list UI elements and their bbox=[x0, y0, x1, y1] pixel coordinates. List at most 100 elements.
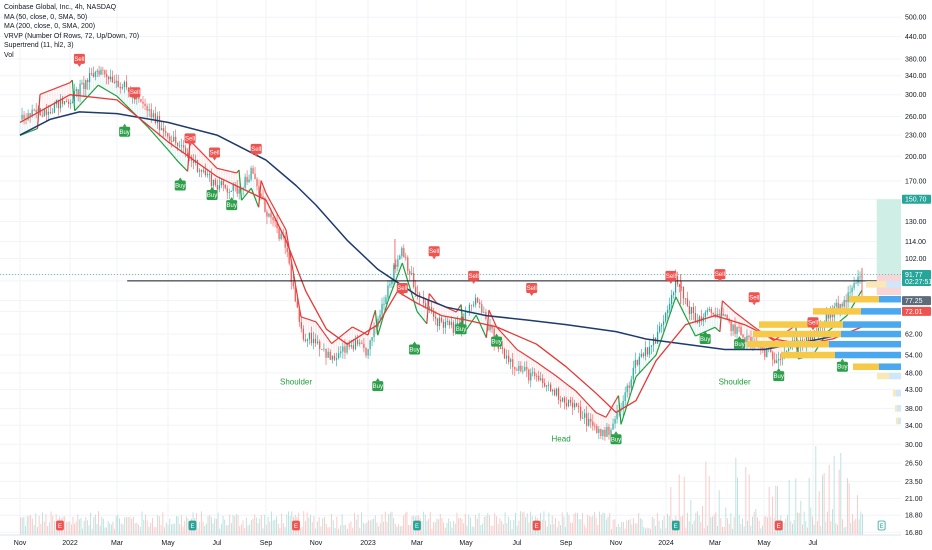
buy-signal[interactable]: Buy bbox=[409, 341, 421, 355]
earnings-marker[interactable] bbox=[671, 520, 680, 531]
volume-bar bbox=[600, 514, 602, 535]
candle-body bbox=[113, 82, 115, 84]
indicator-vrvp[interactable]: VRVP (Number Of Rows, 72, Up/Down, 70) bbox=[4, 32, 140, 40]
candle-body bbox=[208, 174, 211, 175]
supertrend-segment bbox=[258, 180, 262, 208]
volume-bar bbox=[489, 515, 490, 535]
volume-bar bbox=[835, 523, 837, 535]
buy-signal[interactable]: Buy bbox=[699, 331, 711, 345]
pattern-annotation[interactable]: Shoulder bbox=[280, 377, 312, 386]
supertrend-segment bbox=[331, 341, 335, 345]
earnings-marker[interactable] bbox=[774, 520, 783, 531]
sell-signal[interactable]: Sell bbox=[807, 317, 819, 331]
volume-bar bbox=[717, 526, 718, 535]
candle-body bbox=[642, 353, 644, 357]
volume-bar bbox=[757, 517, 758, 535]
earnings-marker[interactable] bbox=[188, 520, 197, 531]
earnings-marker-label: E bbox=[190, 524, 194, 530]
sell-signal[interactable]: Sell bbox=[665, 270, 677, 284]
volume-bar bbox=[707, 525, 708, 535]
supertrend-segment bbox=[709, 327, 713, 331]
time-axis[interactable]: Nov 2022 Mar May Jul Sep Nov 2023 Mar May Jul Sep No… bbox=[0, 534, 901, 550]
pattern-annotation[interactable]: Head bbox=[552, 435, 571, 444]
sell-signal[interactable]: Sell bbox=[209, 147, 221, 161]
volume-bar bbox=[91, 528, 93, 535]
sell-signal[interactable]: Sell bbox=[468, 270, 480, 284]
volume-bar bbox=[308, 517, 310, 535]
ma50-line[interactable] bbox=[19, 94, 863, 414]
earnings-marker[interactable] bbox=[532, 520, 541, 531]
volume-bar bbox=[162, 512, 164, 535]
price-axis[interactable]: 500.00 440.00 380.00 340.00 300.00 260.00 230.… bbox=[901, 0, 932, 550]
buy-signal[interactable]: Buy bbox=[734, 336, 745, 350]
earnings-marker[interactable] bbox=[413, 520, 421, 531]
supertrend-segment bbox=[157, 137, 161, 142]
supertrend-segment bbox=[83, 97, 87, 101]
candle-body bbox=[266, 211, 268, 217]
buy-signal[interactable]: Buy bbox=[773, 368, 785, 382]
sell-signal[interactable]: Sell bbox=[396, 282, 408, 296]
volume-bar bbox=[207, 516, 209, 535]
sell-signal[interactable]: Sell bbox=[73, 53, 85, 67]
supertrend-segment bbox=[480, 326, 485, 333]
candle-body bbox=[567, 399, 570, 407]
indicator-supertrend[interactable]: Supertrend (11, hl2, 3) bbox=[4, 42, 74, 49]
volume-bar bbox=[446, 523, 448, 535]
supertrend-segment bbox=[57, 86, 61, 89]
buy-signal[interactable]: Buy bbox=[119, 123, 131, 137]
volume-bar bbox=[139, 526, 141, 535]
candle-body bbox=[555, 388, 558, 396]
sell-signal[interactable]: Sell bbox=[129, 87, 141, 101]
candle-body bbox=[146, 106, 148, 111]
volume-bar bbox=[85, 517, 87, 535]
candle-body bbox=[228, 191, 230, 193]
price-label-text: 72.01 bbox=[905, 309, 923, 316]
buy-signal[interactable]: Buy bbox=[491, 333, 503, 347]
sell-signal[interactable]: Sell bbox=[748, 292, 760, 306]
buy-signal[interactable]: Buy bbox=[610, 431, 622, 445]
supertrend-segment bbox=[543, 366, 547, 370]
sell-signal[interactable]: Sell bbox=[526, 282, 538, 296]
buy-signal[interactable]: Buy bbox=[836, 358, 848, 372]
indicator-ma200[interactable]: MA (200, close, 0, SMA, 200) bbox=[4, 23, 96, 30]
volume-bar bbox=[521, 512, 523, 535]
supertrend-segment bbox=[536, 361, 540, 365]
earnings-marker[interactable] bbox=[292, 520, 300, 531]
supertrend-segment bbox=[814, 346, 819, 352]
buy-signal[interactable]: Buy bbox=[455, 321, 467, 335]
price-tick-label: 260.00 bbox=[905, 114, 927, 121]
candle-body bbox=[399, 255, 401, 260]
sell-signal[interactable]: Sell bbox=[250, 143, 262, 157]
buy-signal[interactable]: Buy bbox=[206, 186, 218, 200]
earnings-marker[interactable] bbox=[56, 520, 64, 531]
candle-body bbox=[222, 181, 224, 185]
sell-signal[interactable]: Sell bbox=[184, 133, 196, 147]
volume-bar bbox=[320, 526, 322, 535]
candle-body bbox=[450, 322, 453, 326]
volume-bar bbox=[612, 520, 614, 535]
buy-signal[interactable]: Buy bbox=[372, 378, 384, 392]
signal-label: Buy bbox=[837, 365, 847, 371]
pattern-annotation[interactable]: Shoulder bbox=[719, 377, 751, 386]
volume-bar bbox=[777, 486, 778, 535]
indicator-ma50[interactable]: MA (50, close, 0, SMA, 50) bbox=[4, 13, 88, 21]
ma200-line[interactable] bbox=[19, 111, 863, 351]
sell-signal[interactable]: Sell bbox=[428, 246, 440, 260]
supertrend-segment bbox=[231, 171, 235, 173]
signal-label: Sell bbox=[74, 57, 84, 63]
volume-bar bbox=[399, 526, 401, 535]
volume-bar bbox=[99, 525, 101, 535]
indicator-volume[interactable]: Vol bbox=[4, 51, 14, 59]
buy-signal[interactable]: Buy bbox=[174, 177, 186, 191]
buy-signal[interactable]: Buy bbox=[226, 197, 238, 211]
volume-bar bbox=[165, 522, 167, 535]
volume-bar bbox=[282, 523, 284, 535]
candle-body bbox=[491, 325, 493, 329]
candle-body bbox=[94, 71, 96, 77]
volume-bar bbox=[783, 522, 785, 535]
earnings-marker[interactable] bbox=[877, 520, 886, 531]
supertrend-segment bbox=[88, 92, 92, 96]
sell-signal[interactable]: Sell bbox=[714, 269, 726, 283]
volume-bar bbox=[110, 524, 112, 535]
